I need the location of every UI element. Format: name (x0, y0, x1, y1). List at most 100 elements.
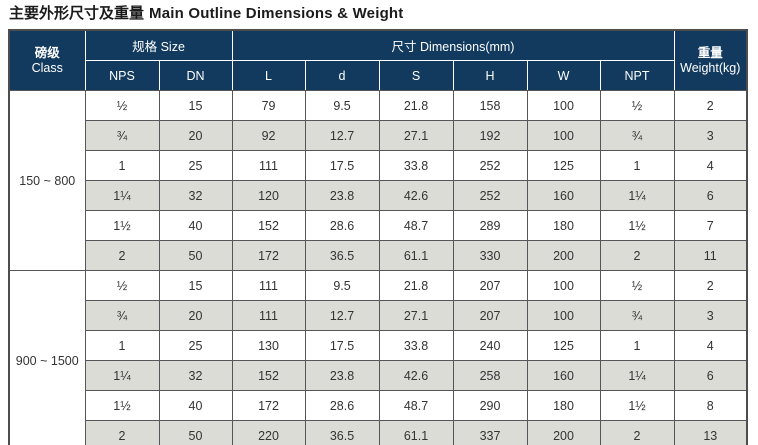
cell-weight: 4 (673, 330, 748, 361)
col-header-class-zh: 磅级 (34, 45, 60, 60)
cell-h: 258 (452, 360, 528, 391)
cell-w: 100 (526, 120, 601, 151)
cell-npt: 1¼ (599, 180, 675, 211)
cell-weight: 4 (673, 150, 748, 181)
cell-h: 252 (452, 180, 528, 211)
cell-h: 290 (452, 390, 528, 421)
page-title-en: Main Outline Dimensions & Weight (149, 5, 404, 22)
cell-l: 152 (231, 210, 306, 241)
col-header-w: W (526, 60, 601, 91)
cell-w: 200 (526, 420, 601, 445)
table-header: 磅级 Class 规格 Size 尺寸 Dimensions(mm) 重量 We… (8, 29, 748, 91)
table-row: 900 ~ 1500 ½ 15 111 9.5 21.8 207 100 ½ 2 (8, 270, 748, 445)
cell-weight: 7 (673, 210, 748, 241)
page-title-zh: 主要外形尺寸及重量 (9, 5, 145, 22)
cell-dn: 32 (158, 180, 233, 211)
cell-d: 17.5 (304, 330, 380, 361)
cell-nps: 2 (84, 240, 160, 271)
col-header-nps: NPS (84, 60, 160, 91)
cell-w: 160 (526, 360, 601, 391)
table-row: 2 50 220 36.5 61.1 337 200 2 13 (9, 420, 748, 445)
cell-l: 111 (231, 300, 306, 331)
cell-dn: 25 (158, 150, 233, 181)
col-header-h: H (452, 60, 528, 91)
table-row: ¾ 20 92 12.7 27.1 192 100 ¾ 3 (9, 120, 748, 151)
table-row: 1½ 40 152 28.6 48.7 289 180 1½ 7 (9, 210, 748, 241)
cell-npt: ¾ (599, 120, 675, 151)
cell-s: 27.1 (378, 120, 454, 151)
cell-weight: 11 (673, 240, 748, 271)
cell-s: 48.7 (378, 390, 454, 421)
cell-l: 152 (231, 360, 306, 391)
table-body: 150 ~ 800 ½ 15 79 9.5 21.8 158 100 ½ 2 ¾… (8, 90, 748, 445)
cell-nps: ¾ (84, 300, 160, 331)
table-row: 1 25 130 17.5 33.8 240 125 1 4 (9, 330, 748, 361)
col-header-d: d (304, 60, 380, 91)
cell-h: 252 (452, 150, 528, 181)
cell-w: 125 (526, 150, 601, 181)
cell-h: 240 (452, 330, 528, 361)
cell-d: 36.5 (304, 420, 380, 445)
cell-d: 12.7 (304, 300, 380, 331)
cell-nps: 1¼ (84, 360, 160, 391)
table-row: 1½ 40 172 28.6 48.7 290 180 1½ 8 (9, 390, 748, 421)
cell-s: 61.1 (378, 240, 454, 271)
dimensions-table: 磅级 Class 规格 Size 尺寸 Dimensions(mm) 重量 We… (8, 29, 749, 445)
cell-s: 42.6 (378, 180, 454, 211)
cell-dn: 15 (158, 270, 233, 301)
cell-npt: 1½ (599, 390, 675, 421)
cell-d: 36.5 (304, 240, 380, 271)
cell-weight: 3 (673, 120, 748, 151)
cell-weight: 8 (673, 390, 748, 421)
cell-h: 289 (452, 210, 528, 241)
header-row-groups: 磅级 Class 规格 Size 尺寸 Dimensions(mm) 重量 We… (8, 29, 748, 91)
cell-npt: 2 (599, 240, 675, 271)
col-header-weight: 重量 Weight(kg) (673, 29, 748, 91)
cell-nps: ½ (84, 90, 160, 121)
table-row: 1 25 111 17.5 33.8 252 125 1 4 (9, 150, 748, 181)
cell-weight: 3 (673, 300, 748, 331)
cell-h: 337 (452, 420, 528, 445)
cell-d: 28.6 (304, 210, 380, 241)
cell-weight: 6 (673, 360, 748, 391)
col-header-s: S (378, 60, 454, 91)
col-header-weight-zh: 重量 (697, 45, 723, 60)
cell-dn: 50 (158, 240, 233, 271)
cell-l: 220 (231, 420, 306, 445)
cell-w: 100 (526, 270, 601, 301)
cell-nps: 1½ (84, 210, 160, 241)
col-header-class: 磅级 Class (8, 29, 86, 91)
cell-nps: ¾ (84, 120, 160, 151)
col-header-npt: NPT (599, 60, 675, 91)
cell-dn: 40 (158, 210, 233, 241)
cell-d: 17.5 (304, 150, 380, 181)
col-group-size: 规格 Size (84, 29, 233, 61)
cell-nps: ½ (84, 270, 160, 301)
cell-s: 21.8 (378, 270, 454, 301)
cell-d: 28.6 (304, 390, 380, 421)
cell-weight: 13 (673, 420, 748, 445)
cell-npt: 1 (599, 330, 675, 361)
cell-dn: 50 (158, 420, 233, 445)
cell-weight: 2 (673, 270, 748, 301)
table-row: ¾ 20 111 12.7 27.1 207 100 ¾ 3 (9, 300, 748, 331)
cell-nps: 1½ (84, 390, 160, 421)
col-header-class-en: Class (31, 60, 63, 75)
header-row-columns: NPS DN L d S H W NPT (9, 60, 747, 91)
cell-nps: 1 (84, 330, 160, 361)
cell-l: 172 (231, 390, 306, 421)
table-row: 1¼ 32 120 23.8 42.6 252 160 1¼ 6 (9, 180, 748, 211)
cell-l: 120 (231, 180, 306, 211)
col-header-weight-en: Weight(kg) (680, 60, 741, 75)
cell-h: 207 (452, 300, 528, 331)
cell-s: 27.1 (378, 300, 454, 331)
cell-nps: 1 (84, 150, 160, 181)
cell-l: 111 (231, 150, 306, 181)
col-header-dn: DN (158, 60, 233, 91)
cell-dn: 15 (158, 90, 233, 121)
cell-s: 33.8 (378, 330, 454, 361)
cell-w: 100 (526, 300, 601, 331)
cell-d: 9.5 (304, 90, 380, 121)
cell-h: 192 (452, 120, 528, 151)
cell-d: 12.7 (304, 120, 380, 151)
